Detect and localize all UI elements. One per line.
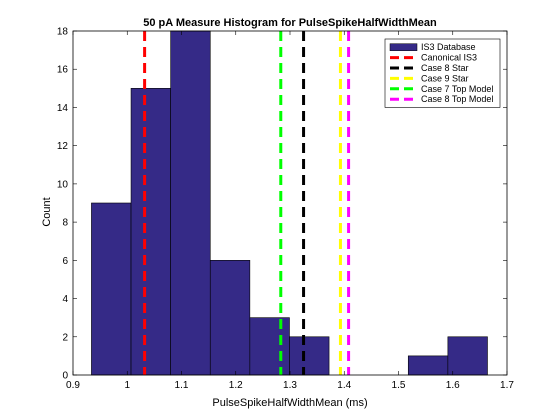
x-tick-label: 1.2 [229,380,243,391]
legend-swatch-histogram [389,43,418,51]
x-axis-label: PulseSpikeHalfWidthMean (ms) [212,397,367,409]
y-tick-label: 14 [57,103,69,114]
x-tick-label: 1.7 [500,380,514,391]
histogram-bar [447,336,488,376]
x-tick-label: 1 [124,380,130,391]
y-axis-label: Count [41,197,53,226]
legend-label-histogram: IS3 Database [421,42,476,52]
histogram-bar [91,202,132,376]
chart-title: 50 pA Measure Histogram for PulseSpikeHa… [143,17,437,29]
y-tick-label: 18 [57,27,69,38]
legend-label: Case 8 Top Model [421,94,493,104]
y-tick-label: 6 [62,256,68,267]
y-tick-label: 12 [57,141,69,152]
y-tick-label: 10 [57,179,69,190]
x-tick-label: 1.1 [175,380,189,391]
histogram-bar [170,30,211,376]
histogram-bar [209,260,251,376]
x-tick-label: 1.4 [337,380,351,391]
histogram-bar [130,88,171,376]
x-tick-label: 1.6 [446,380,460,391]
legend-label: Case 8 Star [421,63,469,73]
legend-label: Case 7 Top Model [421,84,493,94]
legend-label: Case 9 Star [421,73,469,83]
y-tick-label: 16 [57,65,69,76]
y-tick-label: 8 [62,218,68,229]
x-tick-label: 1.3 [283,380,297,391]
histogram-bar [249,317,290,376]
legend-label: Canonical IS3 [421,53,477,63]
histogram-bar [289,336,330,376]
x-tick-label: 1.5 [392,380,406,391]
y-tick-label: 2 [62,332,68,343]
y-tick-label: 4 [62,294,68,305]
y-tick-label: 0 [62,371,68,382]
histogram-bar [407,355,449,376]
x-tick-label: 0.9 [66,380,80,391]
